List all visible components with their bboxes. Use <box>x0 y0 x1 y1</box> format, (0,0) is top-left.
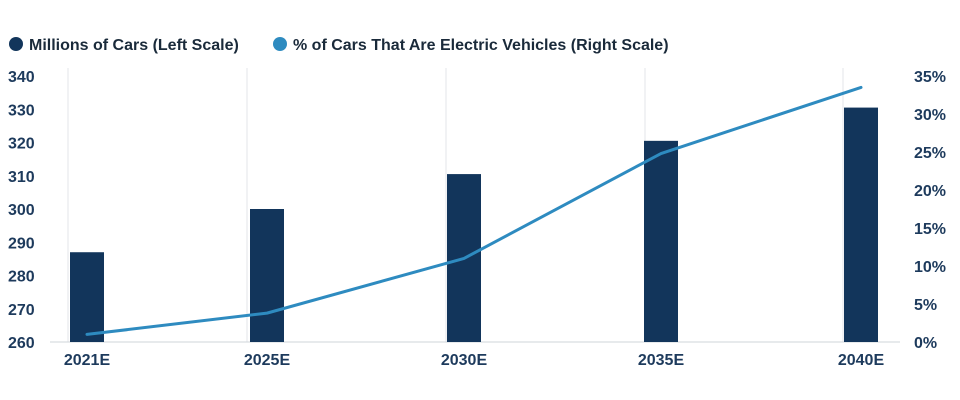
right-tick-30: 30% <box>914 107 946 124</box>
right-tick-35: 35% <box>914 69 946 86</box>
bar-2025E <box>250 209 284 342</box>
legend-label-bars: Millions of Cars (Left Scale) <box>29 37 239 54</box>
right-tick-10: 10% <box>914 259 946 276</box>
legend-marker-bars <box>9 37 23 51</box>
legend-label-line: % of Cars That Are Electric Vehicles (Ri… <box>293 37 669 54</box>
left-tick-300: 300 <box>8 202 35 219</box>
right-tick-20: 20% <box>914 183 946 200</box>
right-tick-15: 15% <box>914 221 946 238</box>
left-tick-290: 290 <box>8 235 35 252</box>
bar-series <box>70 107 878 343</box>
bar-2040E <box>844 107 878 343</box>
left-axis: 260 270 280 290 300 310 320 330 340 <box>8 69 35 352</box>
x-tick-2035E: 2035E <box>638 352 685 369</box>
line-series <box>85 85 863 336</box>
right-tick-0: 0% <box>914 335 937 352</box>
x-tick-2021E: 2021E <box>64 352 111 369</box>
x-tick-2040E: 2040E <box>838 352 885 369</box>
x-tick-2030E: 2030E <box>441 352 488 369</box>
x-axis: 2021E 2025E 2030E 2035E 2040E <box>64 352 885 369</box>
left-tick-270: 270 <box>8 302 35 319</box>
left-tick-260: 260 <box>8 335 35 352</box>
left-tick-280: 280 <box>8 269 35 286</box>
x-tick-2025E: 2025E <box>244 352 291 369</box>
bar-2021E <box>70 252 104 342</box>
bar-2035E <box>644 140 678 342</box>
legend: Millions of Cars (Left Scale) % of Cars T… <box>9 37 669 54</box>
right-tick-5: 5% <box>914 297 937 314</box>
left-tick-330: 330 <box>8 102 35 119</box>
left-tick-340: 340 <box>8 69 35 86</box>
right-axis: 0% 5% 10% 15% 20% 25% 30% 35% <box>914 69 946 352</box>
left-tick-320: 320 <box>8 136 35 153</box>
right-tick-25: 25% <box>914 145 946 162</box>
left-tick-310: 310 <box>8 169 35 186</box>
legend-marker-line <box>273 37 287 51</box>
